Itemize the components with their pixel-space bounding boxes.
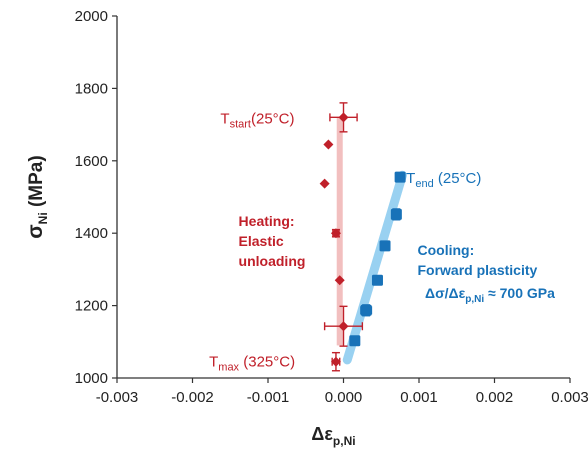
annotation-cooling-slope: Δσ/Δε (425, 285, 466, 301)
annotation-heating-line: unloading (239, 253, 306, 269)
annotation-t-start-sub: start (230, 118, 251, 130)
x-axis-title: Δεp,Ni (311, 424, 355, 448)
x-tick-label: -0.002 (171, 389, 214, 406)
x-tick-label: 0.000 (325, 389, 363, 406)
x-tick-label: 0.001 (400, 389, 438, 406)
annotation-t-end-sub: end (415, 178, 433, 190)
heating-point (323, 139, 334, 150)
annotation-t-max: Tmax (325°C) (209, 354, 295, 374)
annotation-t-start-main: T (220, 110, 229, 127)
x-tick-label: -0.001 (247, 389, 290, 406)
cooling-point (349, 335, 361, 347)
heating-point (334, 275, 345, 286)
cooling-point (394, 171, 406, 183)
cooling-point (360, 304, 372, 316)
cooling-point (390, 208, 402, 220)
annotation-cooling-line: Forward plasticity (417, 262, 537, 278)
y-axis-title-rest: (MPa) (26, 155, 47, 212)
y-axis-title-main: σ (24, 224, 47, 238)
x-axis-title-sub: p,Ni (333, 434, 356, 448)
annotation-heating-line: Elastic (239, 233, 284, 249)
annotation-cooling-slope-sub: p,Ni (465, 294, 484, 305)
annotation-heating-line: Heating: (239, 213, 295, 229)
cooling-point (371, 274, 383, 286)
annotation-t-end: Tend (25°C) (406, 170, 481, 190)
y-axis-title: σNi (MPa) (24, 155, 50, 238)
annotation-t-end-rest: (25°C) (434, 170, 482, 187)
cooling-point (379, 240, 391, 252)
annotation-t-max-rest: (325°C) (239, 354, 295, 371)
cooling-fit-line (342, 170, 407, 365)
heating-point (338, 321, 349, 332)
heating-band (336, 117, 343, 346)
annotation-t-start-rest: (25°C) (251, 110, 295, 127)
x-tick-label: -0.003 (96, 389, 139, 406)
annotation-t-end-main: T (406, 170, 415, 187)
y-tick-label: 1000 (75, 370, 108, 387)
x-tick-label: 0.003 (551, 389, 588, 406)
y-tick-label: 1200 (75, 298, 108, 315)
annotation-cooling-line: Cooling: (417, 242, 474, 258)
annotation-t-start: Tstart(25°C) (220, 110, 294, 130)
heating-point (338, 112, 349, 123)
y-tick-label: 2000 (75, 8, 108, 25)
annotation-cooling-line: Δσ/Δεp,Ni ≈ 700 GPa (425, 285, 555, 305)
y-tick-label: 1400 (75, 225, 108, 242)
y-tick-label: 1600 (75, 153, 108, 170)
annotation-t-max-sub: max (218, 362, 239, 374)
annotation-t-max-main: T (209, 354, 218, 371)
heating-point (330, 356, 341, 367)
heating-point (330, 228, 341, 239)
x-tick-label: 0.002 (476, 389, 514, 406)
y-axis-title-sub: Ni (36, 212, 50, 224)
y-tick-label: 1800 (75, 80, 108, 97)
x-axis-title-main: Δε (311, 424, 333, 444)
heating-point (319, 178, 330, 189)
annotation-cooling-slope-rest: ≈ 700 GPa (484, 285, 555, 301)
